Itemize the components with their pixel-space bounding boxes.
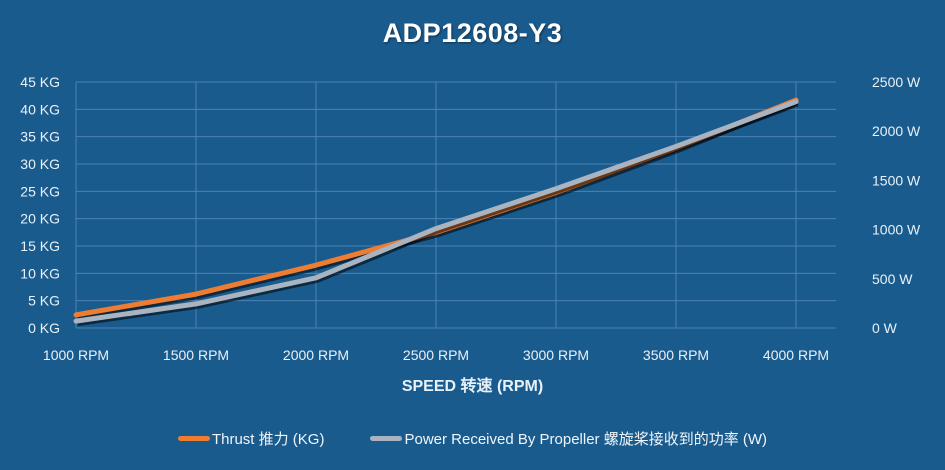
y-left-tick-label: 25 KG	[20, 183, 60, 199]
x-tick-label: 1000 RPM	[43, 347, 109, 363]
legend-label-thrust: Thrust 推力 (KG)	[211, 431, 325, 448]
power-line-shadow	[77, 101, 799, 327]
y-left-tick-label: 20 KG	[20, 211, 60, 227]
thrust-line-shadow	[77, 100, 799, 320]
y-right-tick-label: 1500 W	[872, 172, 921, 188]
legend: Thrust 推力 (KG) Power Received By Propell…	[0, 428, 945, 449]
y-right-tick-label: 500 W	[872, 271, 913, 287]
y-left-tick-label: 15 KG	[20, 238, 60, 254]
x-tick-label: 2500 RPM	[403, 347, 469, 363]
y-axis-right-ticks: 0 W 500 W 1000 W 1500 W 2000 W 2500 W	[872, 74, 921, 336]
x-axis-ticks: 1000 RPM 1500 RPM 2000 RPM 2500 RPM 3000 RPM…	[43, 347, 829, 363]
x-tick-label: 3500 RPM	[643, 347, 709, 363]
y-left-tick-label: 30 KG	[20, 156, 60, 172]
x-tick-label: 4000 RPM	[763, 347, 829, 363]
power-line	[73, 99, 799, 324]
power-swatch-icon	[370, 436, 403, 441]
x-tick-label: 1500 RPM	[163, 347, 229, 363]
x-tick-label: 3000 RPM	[523, 347, 589, 363]
x-tick-label: 2000 RPM	[283, 347, 349, 363]
legend-item-power[interactable]: Power Received By Propeller 螺旋桨接收到的功率 (W…	[370, 428, 767, 449]
y-right-tick-label: 1000 W	[872, 222, 921, 238]
y-left-tick-label: 40 KG	[20, 101, 60, 117]
legend-label-power: Power Received By Propeller 螺旋桨接收到的功率 (W…	[404, 431, 768, 448]
y-left-tick-label: 45 KG	[20, 74, 60, 90]
x-axis-title: SPEED 转速 (RPM)	[401, 378, 544, 395]
y-left-tick-label: 5 KG	[28, 293, 60, 309]
series-lines	[73, 97, 799, 327]
y-left-tick-label: 35 KG	[20, 129, 60, 145]
y-left-tick-label: 0 KG	[28, 320, 60, 336]
y-right-tick-label: 2500 W	[872, 74, 921, 90]
legend-item-thrust[interactable]: Thrust 推力 (KG)	[177, 428, 325, 449]
y-axis-left-ticks: 0 KG 5 KG 10 KG 15 KG 20 KG 25 KG 30 KG 35 KG 40…	[20, 74, 60, 336]
y-right-tick-label: 0 W	[872, 320, 898, 336]
thrust-swatch-icon	[177, 436, 210, 441]
y-right-tick-label: 2000 W	[872, 123, 921, 139]
y-left-tick-label: 10 KG	[20, 265, 60, 281]
gridlines	[75, 81, 836, 329]
chart-title: ADP12608-Y3	[382, 18, 563, 48]
